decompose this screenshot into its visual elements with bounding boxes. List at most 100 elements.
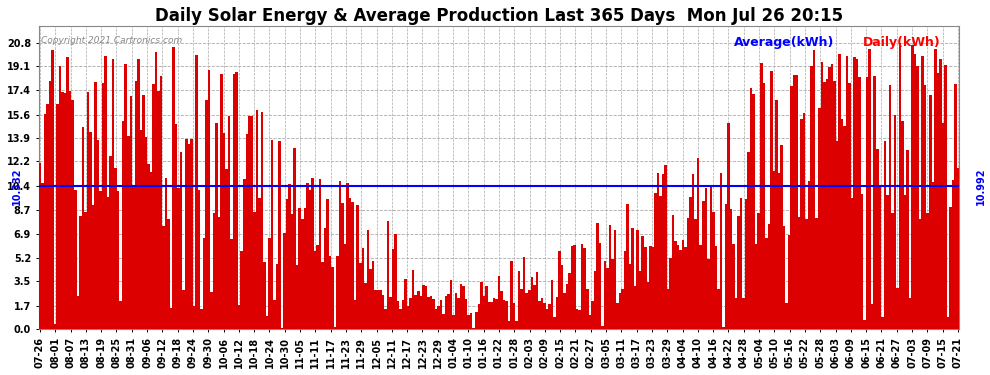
Text: Copyright 2021 Cartronics.com: Copyright 2021 Cartronics.com [41,36,182,45]
Bar [187,144,190,329]
Bar [932,182,934,329]
Bar [265,316,268,329]
Bar [783,226,785,329]
Bar [679,250,682,329]
Bar [531,277,533,329]
Bar [154,53,157,329]
Bar [99,191,102,329]
Bar [180,152,182,329]
Bar [66,57,69,329]
Bar [937,73,940,329]
Bar [917,66,919,329]
Bar [170,308,172,329]
Bar [293,148,296,329]
Bar [772,171,775,329]
Bar [452,315,454,329]
Bar [449,280,452,329]
Bar [780,145,783,329]
Bar [649,246,651,329]
Bar [470,313,472,329]
Bar [922,56,924,329]
Bar [162,226,164,329]
Bar [730,209,733,329]
Bar [311,178,314,329]
Bar [407,306,410,329]
Bar [793,75,795,329]
Bar [246,134,248,329]
Bar [498,276,500,329]
Bar [223,133,226,329]
Bar [800,119,803,329]
Bar [427,297,430,329]
Text: Average(kWh): Average(kWh) [734,36,835,49]
Bar [927,213,929,329]
Bar [64,93,66,329]
Bar [639,271,642,329]
Bar [397,301,399,329]
Bar [629,264,632,329]
Bar [399,309,402,329]
Bar [669,258,672,329]
Bar [425,286,427,329]
Bar [677,245,679,329]
Bar [705,188,707,329]
Bar [454,293,457,329]
Bar [811,66,813,329]
Bar [81,128,84,329]
Bar [596,223,599,329]
Bar [457,297,460,329]
Bar [253,212,255,329]
Bar [465,299,467,329]
Bar [420,296,422,329]
Bar [149,172,152,329]
Bar [309,190,311,329]
Bar [946,317,949,329]
Bar [382,295,384,329]
Bar [889,85,891,329]
Bar [821,62,823,329]
Bar [376,290,379,329]
Bar [236,72,238,329]
Bar [770,71,772,329]
Bar [778,172,780,329]
Bar [836,141,839,329]
Bar [884,141,886,329]
Bar [560,266,563,329]
Bar [841,119,843,329]
Bar [137,59,140,329]
Bar [740,198,742,329]
Bar [823,82,826,329]
Bar [241,251,243,329]
Bar [818,108,821,329]
Bar [666,289,669,329]
Bar [94,82,97,329]
Bar [44,114,47,329]
Bar [956,168,959,329]
Bar [733,244,735,329]
Bar [304,208,306,329]
Bar [573,245,576,329]
Bar [238,305,241,329]
Bar [654,193,656,329]
Bar [435,309,438,329]
Bar [112,59,115,329]
Bar [203,238,205,329]
Bar [555,297,558,329]
Bar [941,123,944,329]
Bar [339,181,342,329]
Bar [369,269,371,329]
Bar [39,164,42,329]
Bar [944,65,946,329]
Bar [611,259,614,329]
Bar [417,291,420,329]
Bar [881,317,884,329]
Bar [826,80,828,329]
Bar [69,91,71,329]
Bar [904,195,906,329]
Bar [803,113,806,329]
Bar [813,50,816,329]
Bar [510,261,513,329]
Bar [919,219,922,329]
Bar [757,213,760,329]
Bar [53,324,56,329]
